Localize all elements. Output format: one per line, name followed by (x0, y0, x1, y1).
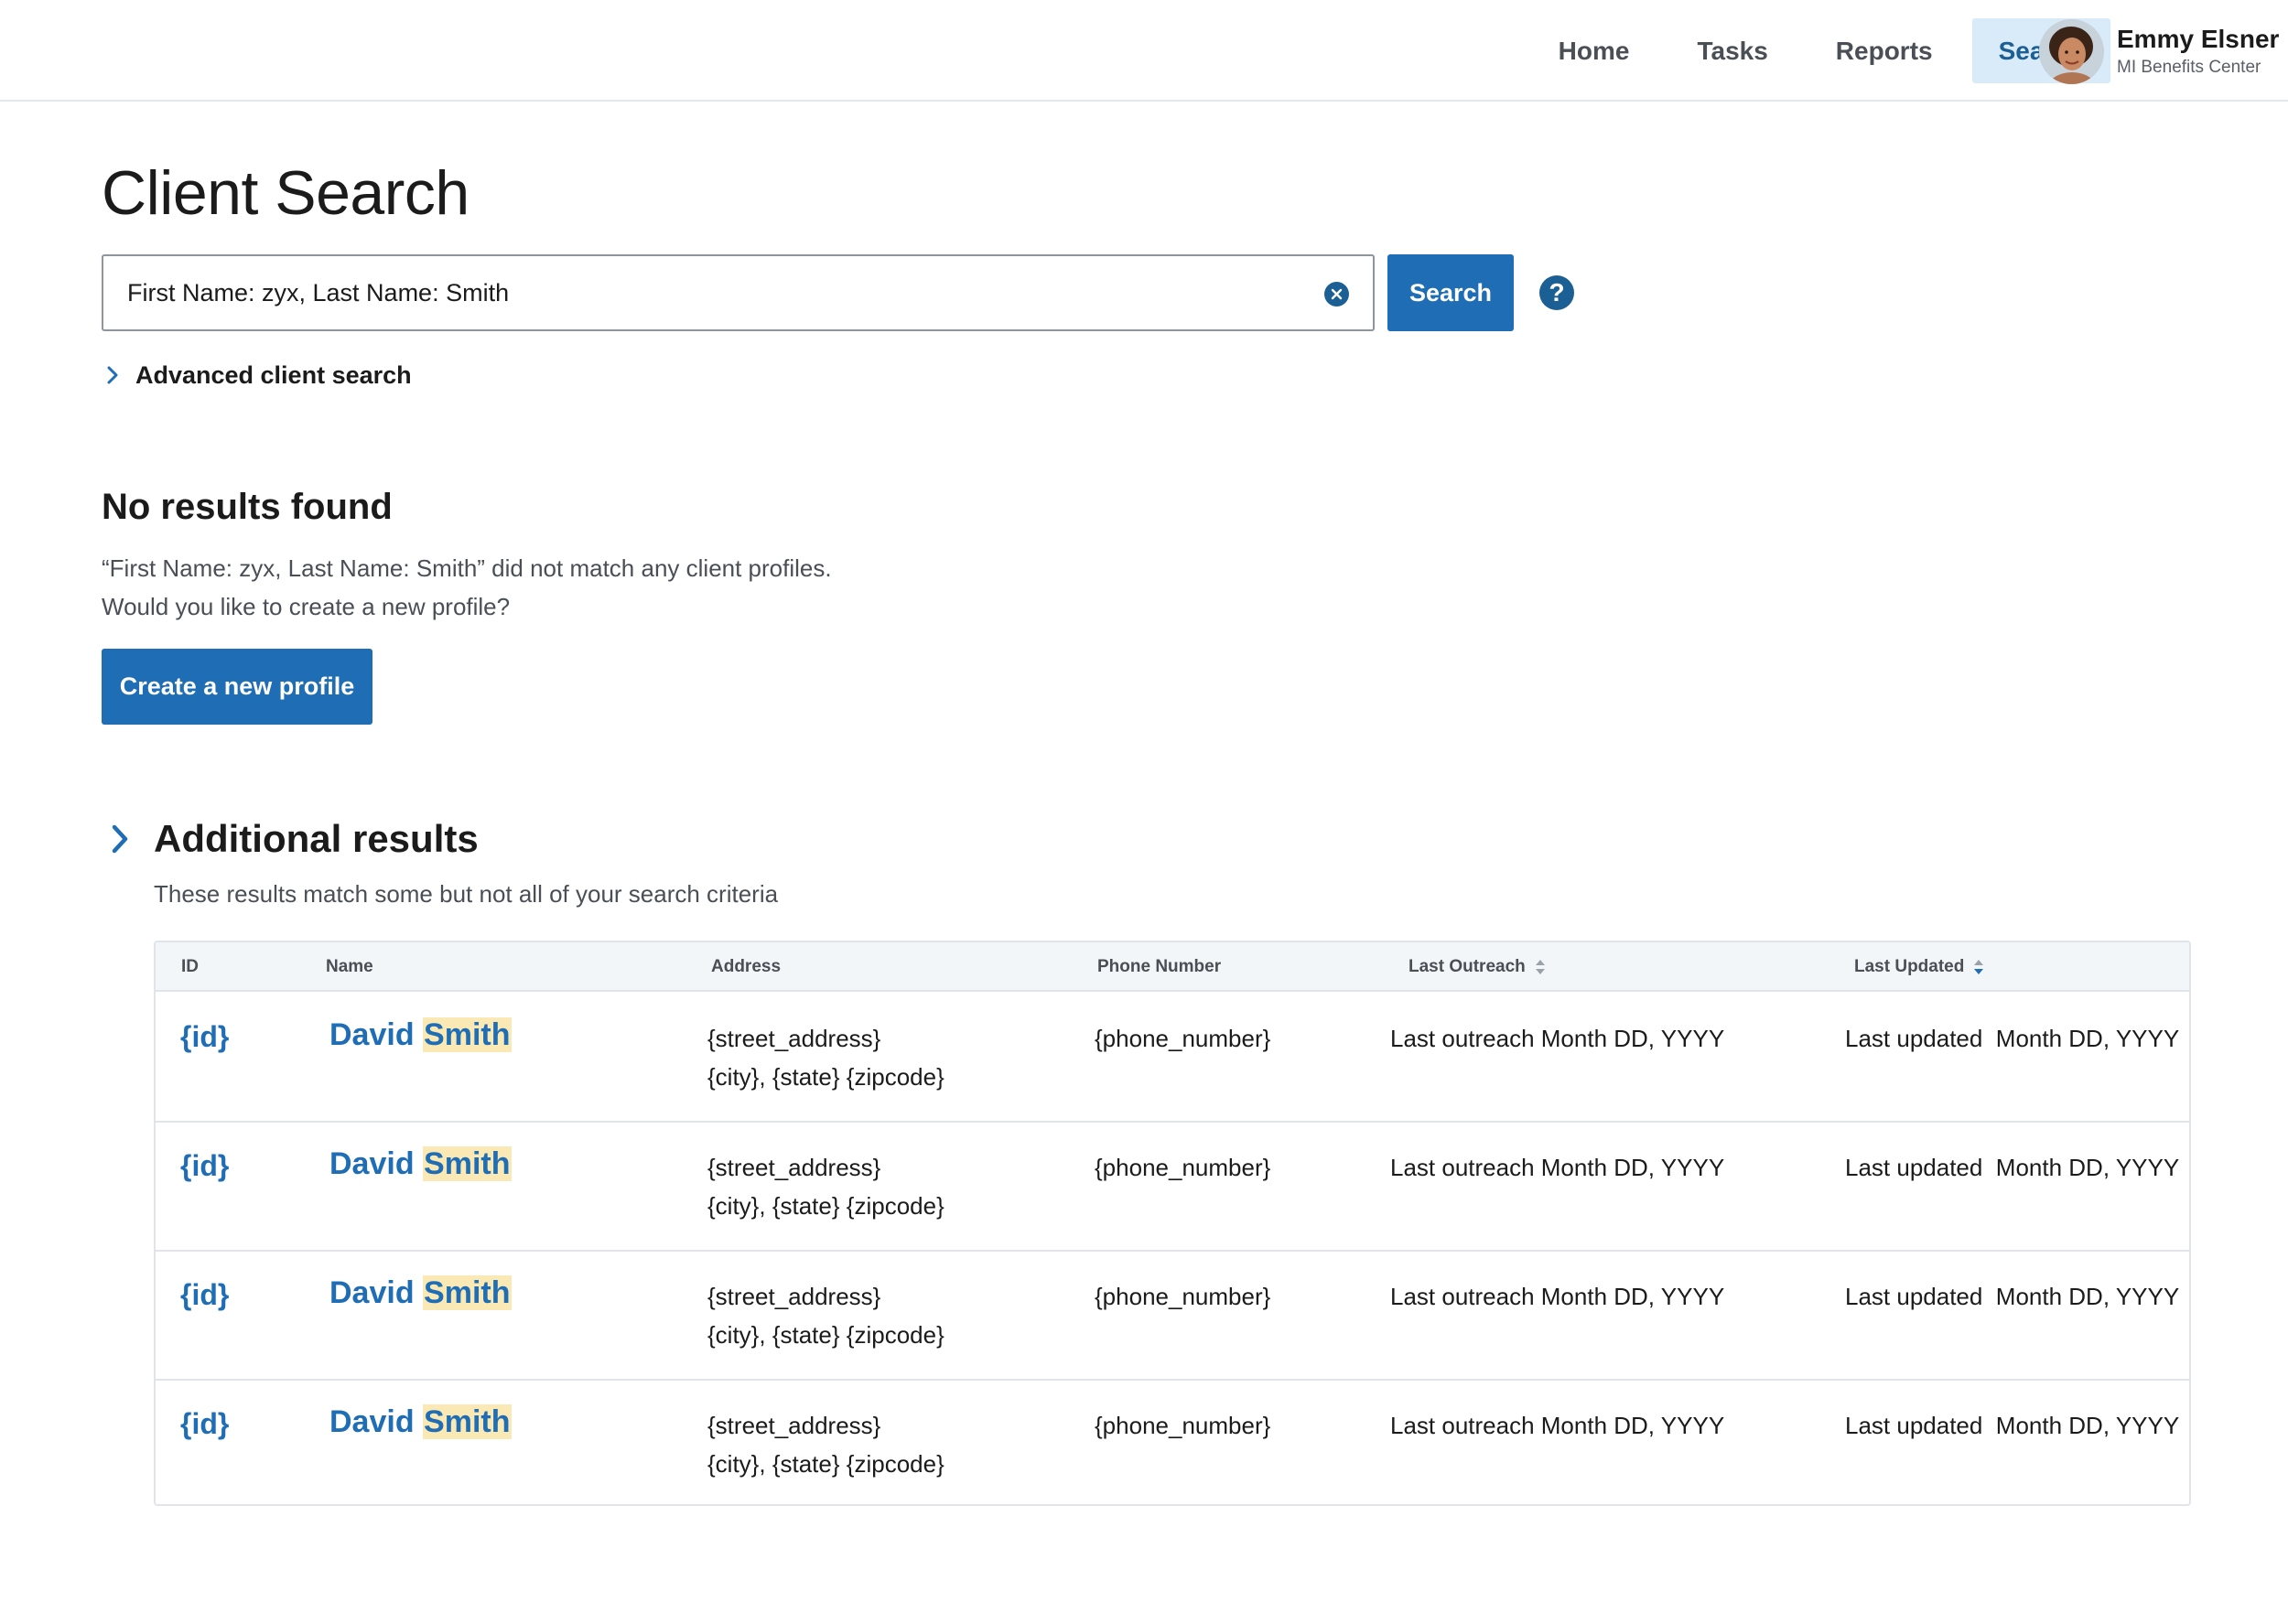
clear-search-icon[interactable] (1324, 282, 1349, 307)
address-cell: {street_address} {city}, {state} {zipcode… (707, 1277, 944, 1354)
additional-results-title: Additional results (154, 817, 479, 860)
phone-cell: {phone_number} (1095, 1283, 1271, 1310)
client-name-link[interactable]: David Smith (329, 1274, 512, 1312)
matched-last-name: Smith (423, 1275, 512, 1310)
additional-results-toggle[interactable]: Additional results (110, 816, 479, 862)
client-id-link[interactable]: {id} (180, 1278, 230, 1311)
no-results-title: No results found (102, 487, 393, 527)
column-header-address: Address (711, 942, 781, 992)
first-name: David (329, 1146, 415, 1181)
last-outreach-cell: Last outreach Month DD, YYYY (1390, 1283, 1725, 1310)
advanced-search-toggle[interactable]: Advanced client search (102, 359, 412, 392)
table-row[interactable]: {id} David Smith {street_address} {city},… (156, 1123, 2189, 1252)
column-label: Last Outreach (1408, 957, 1526, 976)
column-header-id: ID (181, 942, 199, 992)
client-id-link[interactable]: {id} (180, 1149, 230, 1182)
address-cell: {street_address} {city}, {state} {zipcode… (707, 1019, 944, 1096)
user-organization: MI Benefits Center (2117, 58, 2261, 77)
table-row[interactable]: {id} David Smith {street_address} {city},… (156, 1381, 2189, 1504)
nav-home[interactable]: Home (1558, 36, 1630, 65)
avatar[interactable] (2039, 18, 2104, 84)
city-state-zip: {city}, {state} {zipcode} (707, 1063, 944, 1091)
help-icon[interactable]: ? (1539, 275, 1574, 310)
column-label: Name (326, 957, 373, 976)
table-header: ID Name Address Phone Number Last Outrea… (156, 942, 2189, 992)
last-updated-cell: Last updated Month DD, YYYY (1845, 1283, 2180, 1310)
matched-last-name: Smith (423, 1017, 512, 1052)
sort-icon[interactable] (1535, 958, 1546, 976)
address-cell: {street_address} {city}, {state} {zipcode… (707, 1406, 944, 1483)
city-state-zip: {city}, {state} {zipcode} (707, 1321, 944, 1349)
results-table: ID Name Address Phone Number Last Outrea… (154, 941, 2191, 1506)
last-outreach-cell: Last outreach Month DD, YYYY (1390, 1154, 1725, 1181)
no-results-line-1: “First Name: zyx, Last Name: Smith” did … (102, 554, 832, 582)
sort-descending-icon[interactable] (1973, 958, 1984, 976)
no-results-message: “First Name: zyx, Last Name: Smith” did … (102, 549, 832, 626)
column-header-last-outreach[interactable]: Last Outreach (1408, 942, 1546, 992)
user-info: Emmy Elsner MI Benefits Center (2117, 23, 2279, 80)
advanced-search-label: Advanced client search (135, 360, 412, 389)
chevron-right-icon (112, 824, 128, 854)
phone-cell: {phone_number} (1095, 1154, 1271, 1181)
first-name: David (329, 1017, 415, 1052)
column-header-name: Name (326, 942, 373, 992)
column-label: Phone Number (1097, 957, 1222, 976)
city-state-zip: {city}, {state} {zipcode} (707, 1450, 944, 1478)
user-name: Emmy Elsner (2117, 25, 2280, 53)
user-profile[interactable]: Emmy Elsner MI Benefits Center (2039, 18, 2279, 84)
street-address: {street_address} (707, 1154, 881, 1181)
client-name-link[interactable]: David Smith (329, 1145, 512, 1183)
table-row[interactable]: {id} David Smith {street_address} {city},… (156, 994, 2189, 1123)
page-title: Client Search (102, 158, 469, 228)
column-header-phone: Phone Number (1097, 942, 1221, 992)
matched-last-name: Smith (423, 1404, 512, 1439)
additional-results-subtitle: These results match some but not all of … (154, 880, 779, 908)
phone-cell: {phone_number} (1095, 1025, 1271, 1052)
street-address: {street_address} (707, 1283, 881, 1310)
street-address: {street_address} (707, 1025, 881, 1052)
search-button[interactable]: Search (1387, 254, 1514, 331)
client-id-link[interactable]: {id} (180, 1407, 230, 1440)
chevron-right-icon (107, 366, 118, 384)
last-updated-cell: Last updated Month DD, YYYY (1845, 1154, 2180, 1181)
last-outreach-cell: Last outreach Month DD, YYYY (1390, 1412, 1725, 1439)
nav-tasks[interactable]: Tasks (1697, 36, 1768, 65)
phone-cell: {phone_number} (1095, 1412, 1271, 1439)
street-address: {street_address} (707, 1412, 881, 1439)
client-name-link[interactable]: David Smith (329, 1016, 512, 1054)
last-updated-cell: Last updated Month DD, YYYY (1845, 1025, 2180, 1052)
main-nav: Home Tasks Reports Search (1530, 18, 2110, 83)
search-input[interactable] (103, 256, 1373, 329)
first-name: David (329, 1275, 415, 1310)
nav-reports[interactable]: Reports (1835, 36, 1933, 65)
city-state-zip: {city}, {state} {zipcode} (707, 1192, 944, 1220)
matched-last-name: Smith (423, 1146, 512, 1181)
column-label: Last Updated (1854, 957, 1965, 976)
table-row[interactable]: {id} David Smith {street_address} {city},… (156, 1252, 2189, 1381)
last-updated-cell: Last updated Month DD, YYYY (1845, 1412, 2180, 1439)
client-id-link[interactable]: {id} (180, 1020, 230, 1053)
column-header-last-updated[interactable]: Last Updated (1854, 942, 1984, 992)
address-cell: {street_address} {city}, {state} {zipcode… (707, 1148, 944, 1225)
first-name: David (329, 1404, 415, 1439)
column-label: ID (181, 957, 199, 976)
top-navigation-bar: Home Tasks Reports Search Emmy Elsner MI… (0, 0, 2288, 102)
last-outreach-cell: Last outreach Month DD, YYYY (1390, 1025, 1725, 1052)
no-results-line-2: Would you like to create a new profile? (102, 593, 511, 620)
client-name-link[interactable]: David Smith (329, 1403, 512, 1441)
create-profile-button[interactable]: Create a new profile (102, 649, 372, 725)
column-label: Address (711, 957, 782, 976)
search-field (102, 254, 1375, 331)
